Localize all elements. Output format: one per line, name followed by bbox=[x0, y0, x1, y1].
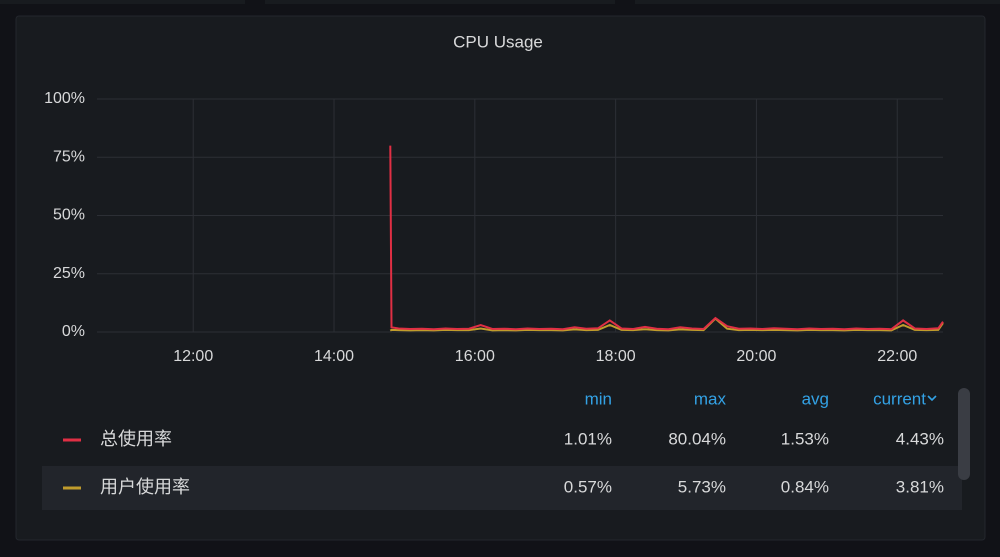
series-line bbox=[389, 145, 944, 331]
y-tick-label: 0% bbox=[62, 323, 85, 340]
sort-icon bbox=[927, 395, 937, 402]
scrollbar[interactable] bbox=[958, 388, 970, 480]
x-tick-label: 12:00 bbox=[173, 348, 213, 365]
panel-edge bbox=[635, 0, 1000, 4]
panel-title: CPU Usage bbox=[453, 32, 543, 51]
y-tick-label: 75% bbox=[53, 148, 85, 165]
x-tick-label: 16:00 bbox=[455, 348, 495, 365]
legend-stat: 0.84% bbox=[781, 477, 829, 496]
x-tick-label: 14:00 bbox=[314, 348, 354, 365]
legend-stat: 1.01% bbox=[564, 429, 612, 448]
legend-stat: 0.57% bbox=[564, 477, 612, 496]
y-tick-label: 50% bbox=[53, 207, 85, 224]
legend-column-header[interactable]: max bbox=[694, 389, 727, 408]
legend-series-name[interactable]: 总使用率 bbox=[100, 429, 172, 449]
legend-column-header[interactable]: avg bbox=[802, 389, 829, 408]
x-tick-label: 22:00 bbox=[877, 348, 917, 365]
legend-stat: 5.73% bbox=[678, 477, 726, 496]
legend-stat: 3.81% bbox=[896, 477, 944, 496]
y-tick-label: 25% bbox=[53, 265, 85, 282]
legend-stat: 80.04% bbox=[668, 429, 726, 448]
y-tick-label: 100% bbox=[44, 90, 85, 107]
legend-column-header[interactable]: min bbox=[585, 389, 612, 408]
legend-column-header[interactable]: current bbox=[873, 389, 926, 408]
panel bbox=[15, 15, 986, 541]
series-line bbox=[389, 317, 944, 332]
row-highlight bbox=[42, 466, 962, 510]
legend-stat: 4.43% bbox=[896, 429, 944, 448]
panel-edge bbox=[0, 0, 245, 4]
legend-stat: 1.53% bbox=[781, 429, 829, 448]
legend-series-name[interactable]: 用户使用率 bbox=[100, 477, 190, 497]
x-tick-label: 20:00 bbox=[736, 348, 776, 365]
panel-edge bbox=[265, 0, 615, 4]
x-tick-label: 18:00 bbox=[596, 348, 636, 365]
